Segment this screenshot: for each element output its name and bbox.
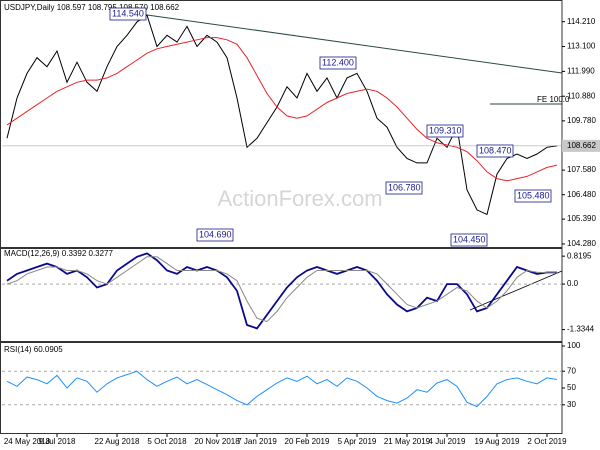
annotation-box bbox=[319, 56, 357, 70]
y-tick-label: 50 bbox=[567, 383, 576, 392]
y-tick-label: 114.210 bbox=[567, 17, 596, 26]
annotation: FE 100.0 bbox=[537, 95, 570, 104]
series-line bbox=[6, 37, 558, 182]
annotation-box bbox=[109, 7, 147, 21]
annotation: 108.470 bbox=[479, 145, 512, 155]
y-tick-label: 70 bbox=[567, 366, 576, 375]
x-tick-label: 9 Jul 2018 bbox=[39, 437, 76, 446]
x-tick-label: 24 May 2018 bbox=[4, 437, 51, 446]
annotation-box bbox=[196, 228, 234, 242]
annotation-box bbox=[514, 189, 552, 203]
y-tick-label: 106.480 bbox=[567, 190, 596, 199]
y-tick-label: 0.0 bbox=[567, 279, 579, 288]
y-tick-label: 110.880 bbox=[567, 91, 596, 100]
series-line bbox=[6, 252, 557, 330]
annotation: 114.540 bbox=[112, 8, 144, 18]
annotation: 104.690 bbox=[199, 229, 232, 239]
annotation-box bbox=[450, 233, 488, 247]
y-tick-label: 104.280 bbox=[567, 239, 596, 248]
x-tick-label: 19 Aug 2019 bbox=[475, 437, 520, 446]
annotation-box bbox=[385, 181, 423, 195]
y-tick-label: 30 bbox=[567, 400, 576, 409]
y-tick-label: 113.100 bbox=[567, 42, 596, 51]
x-tick-label: 5 Oct 2018 bbox=[147, 437, 187, 446]
annotation-box bbox=[476, 144, 514, 158]
series-line bbox=[6, 256, 558, 323]
x-tick-label: 7 Jan 2019 bbox=[237, 437, 277, 446]
annotation-box bbox=[426, 124, 464, 138]
y-tick-label: 0.8195 bbox=[567, 251, 592, 260]
annotation: 106.780 bbox=[388, 182, 421, 192]
y-tick-label: 111.990 bbox=[567, 66, 595, 75]
panel-frame bbox=[0, 248, 563, 342]
panel-title: MACD(12,26,9) 0.3392 0.3277 bbox=[4, 249, 114, 258]
annotation: 104.450 bbox=[453, 234, 486, 244]
panel-title: RSI(14) 60.0905 bbox=[4, 345, 63, 354]
last-price-label: 108.662 bbox=[567, 141, 596, 150]
y-tick-label: 100 bbox=[567, 341, 581, 350]
trend-line bbox=[469, 270, 563, 311]
panel-frame bbox=[0, 0, 563, 248]
annotation: 109.310 bbox=[429, 125, 462, 135]
x-tick-label: 4 Jul 2019 bbox=[429, 437, 466, 446]
panel-title: USDJPY,Daily 108.597 108.795 108.570 108… bbox=[4, 3, 180, 12]
series-line bbox=[6, 370, 558, 408]
x-tick-label: 21 May 2019 bbox=[384, 437, 431, 446]
x-tick-label: 22 Aug 2018 bbox=[95, 437, 140, 446]
annotation: 112.400 bbox=[322, 57, 354, 67]
last-price-box bbox=[562, 139, 600, 152]
x-tick-label: 20 Nov 2018 bbox=[194, 437, 240, 446]
y-tick-label: -1.3344 bbox=[567, 325, 595, 334]
trend-line bbox=[139, 13, 563, 74]
series-line bbox=[6, 14, 558, 216]
x-tick-label: 5 Apr 2019 bbox=[338, 437, 377, 446]
annotation: 105.480 bbox=[517, 190, 550, 200]
y-tick-label: 105.390 bbox=[567, 214, 596, 223]
x-tick-label: 2 Oct 2019 bbox=[527, 437, 567, 446]
y-tick-label: 107.580 bbox=[567, 165, 596, 174]
watermark: ActionForex.com bbox=[217, 186, 382, 211]
y-tick-label: 109.780 bbox=[567, 116, 596, 125]
x-tick-label: 20 Feb 2019 bbox=[285, 437, 330, 446]
